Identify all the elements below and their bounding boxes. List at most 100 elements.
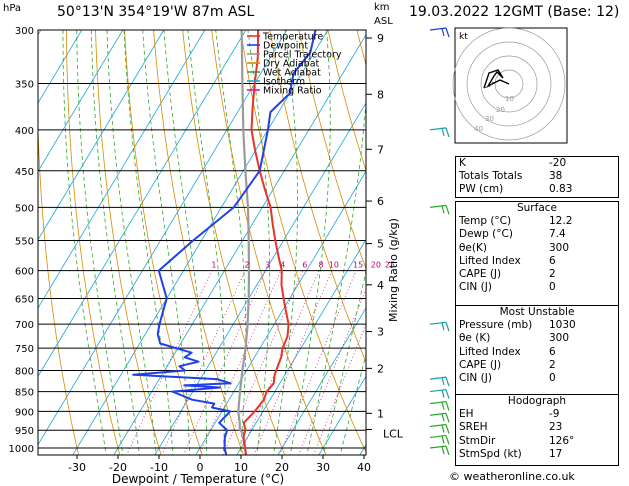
- mu-row: CIN (J) 0: [456, 372, 618, 385]
- isotherm-line: [38, 30, 42, 36]
- wet-adiabat-line: [106, 30, 157, 455]
- wind-barb: [429, 401, 447, 405]
- legend-label: Parcel Trajectory: [263, 50, 342, 61]
- index-key: Totals Totals: [459, 170, 523, 183]
- isotherm-line: [38, 30, 83, 104]
- hodo-value: 23: [549, 421, 563, 434]
- wind-barb: [429, 423, 447, 428]
- mu-row: CAPE (J) 2: [456, 359, 618, 372]
- hodo-row: SREH 23: [456, 421, 618, 434]
- km-tick-label: 8: [377, 88, 384, 101]
- legend-label: Mixing Ratio: [263, 86, 322, 97]
- mu-key: θe (K): [459, 332, 491, 345]
- surface-table: Surface Temp (°C) 12.2 Dewp (°C) 7.4 θe(K)…: [455, 201, 619, 306]
- isotherm-line: [38, 30, 288, 446]
- pressure-tick-label: 700: [15, 320, 34, 331]
- mu-row: θe (K) 300: [456, 332, 618, 345]
- mixing-ratio-line: [161, 270, 246, 455]
- wind-barb: [429, 204, 447, 208]
- index-key: PW (cm): [459, 183, 504, 196]
- hodograph-title: Hodograph: [507, 395, 567, 407]
- legend-label: Dewpoint: [263, 41, 308, 52]
- wet-adiabat-line: [215, 30, 247, 455]
- mixing-ratio-labels: 1 2 3 4 6 8 10 15 20 25: [211, 261, 395, 270]
- temp-tick-label: 40: [357, 461, 371, 474]
- mu-key: CIN (J): [459, 371, 492, 384]
- wind-barb: [429, 127, 447, 131]
- legend-label: Isotherm: [263, 77, 305, 88]
- altitude-axis: 9 8 7 6 5 4 3 2 1 LCL: [366, 32, 404, 440]
- dry-adiabat-line: [153, 30, 244, 455]
- km-tick-label: 7: [377, 143, 384, 156]
- dry-adiabat-line: [38, 112, 79, 455]
- pressure-tick-label: 750: [15, 344, 34, 355]
- wind-barb-flag: [445, 424, 450, 434]
- hpa-label: hPa: [3, 3, 22, 14]
- surface-row: CIN (J) 0: [456, 281, 618, 294]
- wet-adiabat-line: [142, 30, 191, 455]
- temp-tick-label: 30: [316, 461, 330, 474]
- hodo-key: SREH: [459, 421, 488, 434]
- isotherm-line: [277, 307, 366, 455]
- hodograph-storm-motion: [483, 81, 494, 89]
- mu-row: Lifted Index 6: [456, 346, 618, 359]
- km-tick-label: 5: [377, 238, 384, 251]
- wind-barb-flag: [445, 445, 450, 456]
- wind-barb-flag: [445, 376, 450, 387]
- surface-key: CAPE (J): [459, 267, 502, 280]
- mixing-ratio-label: 2: [245, 261, 250, 270]
- wet-adiabat-line: [306, 95, 366, 455]
- hodo-value: -9: [549, 408, 560, 421]
- plot-frame: [37, 29, 367, 456]
- wind-barb-flag: [445, 401, 450, 411]
- wind-barb-flag: [445, 127, 450, 138]
- isotherm-line: [38, 30, 124, 173]
- index-value: 0.83: [549, 183, 573, 196]
- mixing-ratio-label: 8: [318, 261, 323, 270]
- km-tick-label: 6: [377, 195, 384, 208]
- surface-value: 2: [549, 267, 556, 280]
- wet-adiabat-line: [123, 30, 174, 455]
- wind-barb-flag: [441, 389, 445, 398]
- hodo-value: 17: [549, 447, 563, 460]
- hodograph-unit: kt: [459, 32, 468, 42]
- surface-row: Lifted Index 6: [456, 255, 618, 268]
- hodo-row: EH -9: [456, 408, 618, 421]
- pressure-isobars: [38, 30, 366, 449]
- surface-value: 300: [549, 241, 570, 254]
- isotherm-line: [38, 30, 206, 309]
- wet-adiabat-line: [62, 30, 107, 455]
- index-key: K: [459, 157, 466, 169]
- hodo-key: EH: [459, 408, 474, 421]
- surface-value: 0: [549, 281, 556, 294]
- wind-barb-flag: [441, 322, 445, 331]
- wind-barb-flag: [441, 28, 445, 37]
- wind-barb-flag: [441, 424, 445, 433]
- wind-barb: [429, 388, 447, 393]
- pressure-tick-label: 900: [15, 407, 34, 418]
- wind-barb-flag: [441, 413, 445, 422]
- mu-value: 6: [549, 345, 556, 358]
- wind-barb: [429, 412, 447, 416]
- mixing-ratio-line: [222, 270, 304, 455]
- parcel-trajectory-line: [237, 30, 251, 455]
- wet-adiabat-line: [76, 30, 124, 455]
- hodo-key: StmSpd (kt): [459, 447, 522, 460]
- isotherm-line: [236, 238, 366, 455]
- x-axis-label: Dewpoint / Temperature (°C): [112, 472, 284, 486]
- wet-adiabat-line: [339, 353, 366, 455]
- hodograph-ring-label: 10: [505, 95, 514, 103]
- km-tick-label: 9: [377, 32, 384, 45]
- mixing-ratio-line: [183, 270, 266, 455]
- hodo-key: StmDir: [459, 434, 496, 447]
- wind-barb: [429, 376, 447, 380]
- wind-barb-flag: [441, 205, 445, 214]
- isotherm-line: [38, 30, 247, 378]
- dry-adiabat-line: [95, 30, 162, 455]
- legend-label: Dry Adiabat: [263, 59, 320, 70]
- index-row: K -20: [456, 157, 618, 170]
- surface-row: CAPE (J) 2: [456, 268, 618, 281]
- isotherm-line: [113, 33, 366, 455]
